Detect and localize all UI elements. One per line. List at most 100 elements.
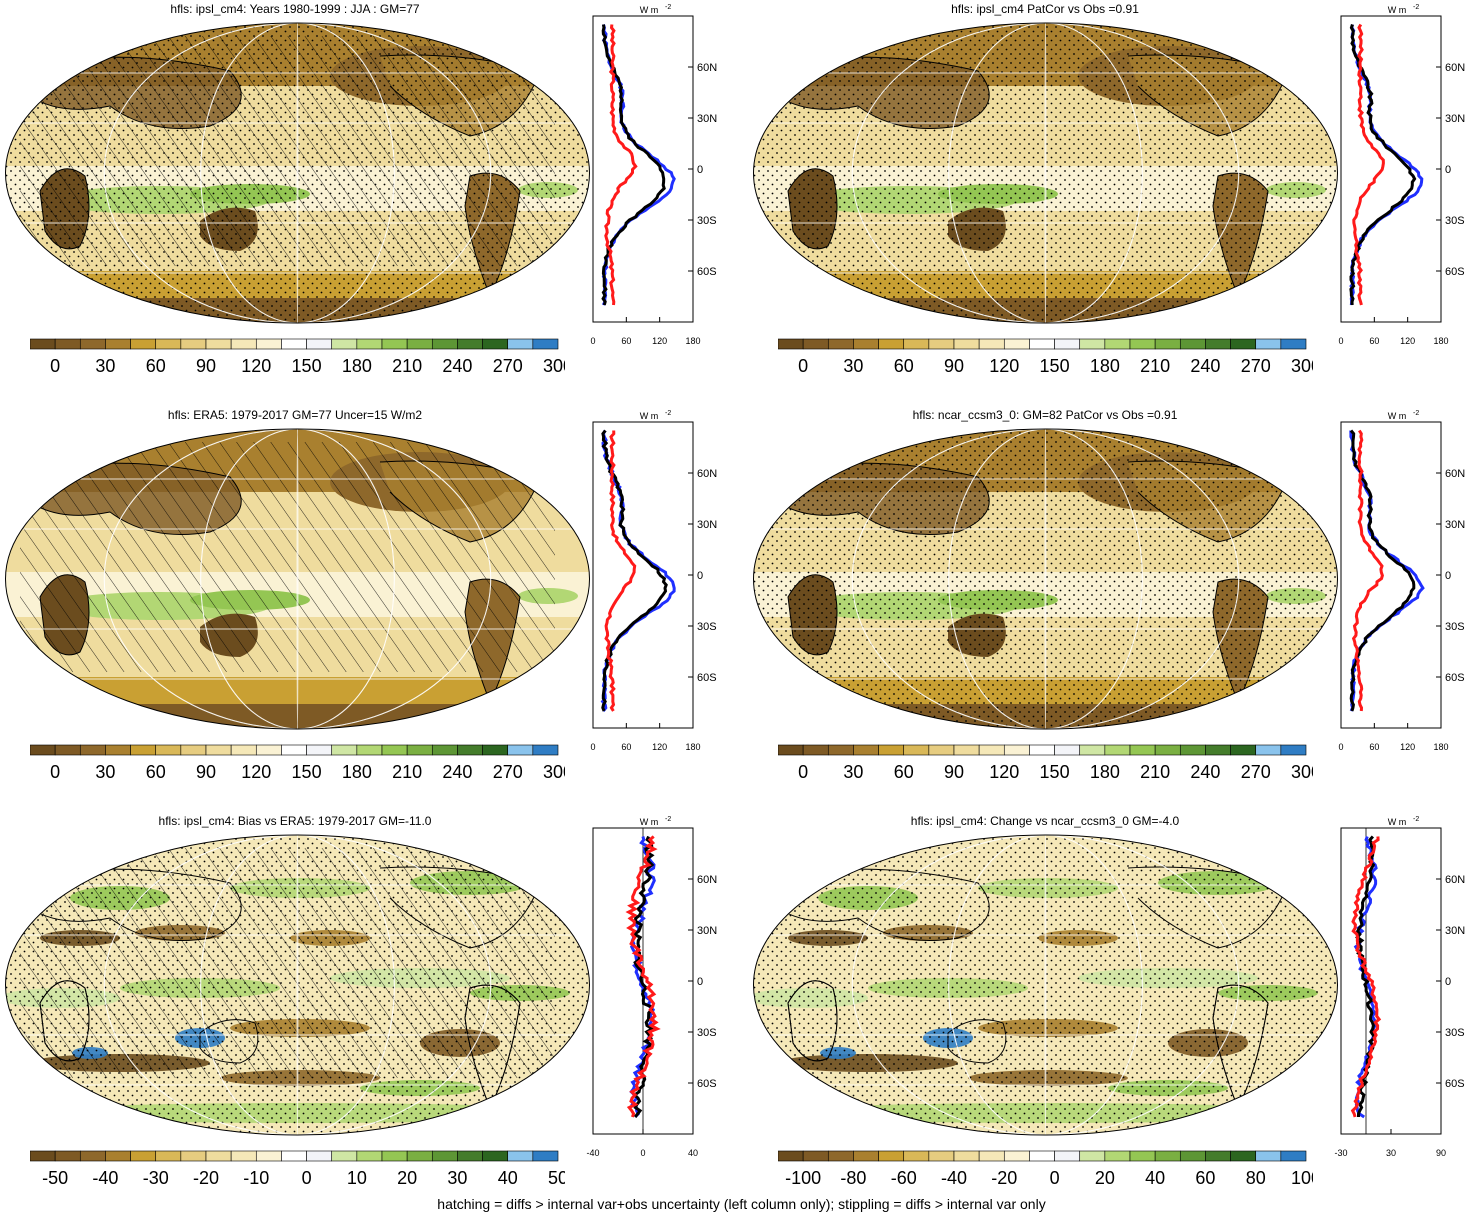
colorbar-label: 180	[342, 356, 372, 376]
colorbar-swatch	[180, 338, 207, 350]
colorbar-swatch	[978, 744, 1005, 756]
lat-tick-label: 60S	[1445, 672, 1465, 684]
lat-tick-label: 30S	[1445, 215, 1465, 227]
colorbar-3: 0 30 60 90 120 150 180 210 240 270 300	[30, 744, 565, 782]
zonal-unit-label: W m	[1388, 411, 1407, 421]
colorbar-label: 90	[944, 356, 964, 376]
colorbar-label: 240	[1190, 762, 1220, 782]
colorbar-swatch	[281, 744, 307, 756]
panel-title-4: hfls: ncar_ccsm3_0: GM=82 PatCor vs Obs …	[912, 408, 1178, 422]
colorbar-label: 150	[292, 762, 322, 782]
colorbar-swatch	[1154, 744, 1181, 756]
colorbar-swatch	[1079, 744, 1106, 756]
x-tick-label: 60	[621, 742, 631, 752]
zonal-mean-plot-5: W m -2 60N 30N 0 30S 60S -40 0 40	[586, 816, 717, 1158]
colorbar-swatch	[105, 744, 131, 756]
colorbar-label: 30	[843, 356, 863, 376]
lat-tick-label: 60S	[1445, 266, 1465, 278]
colorbar-swatch	[802, 744, 829, 756]
colorbar-swatch	[1129, 1150, 1156, 1162]
zonal-unit-label: W m	[640, 5, 659, 15]
colorbar-swatch	[230, 338, 257, 350]
red-zonal-line	[604, 430, 637, 712]
colorbar-swatch	[853, 338, 879, 350]
colorbar-swatch	[381, 1150, 408, 1162]
colorbar-label: 40	[1145, 1168, 1165, 1188]
colorbar-swatch	[507, 744, 534, 756]
colorbar-label: -40	[941, 1168, 967, 1188]
colorbar-swatch	[1230, 1150, 1257, 1162]
x-tick-label: 0	[590, 336, 595, 346]
map-panel-6	[753, 834, 1338, 1136]
colorbar-swatch	[431, 744, 458, 756]
colorbar-swatch	[928, 1150, 955, 1162]
longitude-gridline	[948, 429, 1143, 729]
colorbar-label: 90	[196, 356, 216, 376]
zonal-mean-plot-2: W m -2 60N 30N 0 30S 60S 0 60 120 180	[1338, 4, 1465, 346]
map-border	[753, 834, 1338, 1136]
colorbar-swatch	[1054, 338, 1081, 350]
colorbar-label: 0	[798, 356, 808, 376]
colorbar-swatch	[431, 1150, 458, 1162]
x-tick-label: 180	[1433, 742, 1448, 752]
x-tick-label: 120	[652, 336, 667, 346]
zonal-plot-frame	[592, 15, 694, 323]
red-zonal-line	[1352, 23, 1385, 306]
colorbar-swatch	[356, 744, 383, 756]
colorbar-label: -20	[991, 1168, 1017, 1188]
colorbar-swatch	[457, 744, 483, 756]
colorbar-swatch	[507, 338, 534, 350]
lat-tick-label: 0	[1445, 164, 1451, 176]
lat-tick-label: 30N	[1445, 519, 1465, 531]
colorbar-swatch	[431, 338, 458, 350]
colorbar-swatch	[778, 744, 804, 756]
longitude-gridline	[296, 23, 299, 323]
colorbar-swatch	[255, 338, 282, 350]
map-panel-4	[753, 428, 1338, 730]
longitude-gridline	[200, 23, 395, 323]
colorbar-label: 150	[292, 356, 322, 376]
colorbar-swatch	[130, 744, 157, 756]
map-border	[5, 22, 590, 324]
colorbar-5: -50 -40 -30 -20 -10 0 10 20 30 40 50	[30, 1150, 565, 1188]
panel-title-2: hfls: ipsl_cm4 PatCor vs Obs =0.91	[951, 2, 1139, 16]
colorbar-swatch	[180, 744, 207, 756]
colorbar-label: 30	[95, 762, 115, 782]
colorbar-swatch	[1230, 338, 1257, 350]
map-panel-2	[753, 22, 1338, 324]
panel-title-3: hfls: ERA5: 1979-2017 GM=77 Uncer=15 W/m…	[167, 408, 423, 422]
x-tick-label: 60	[1369, 742, 1379, 752]
colorbar-swatch	[827, 744, 854, 756]
colorbar-swatch	[953, 1150, 980, 1162]
colorbar-swatch	[1205, 744, 1231, 756]
colorbar-swatch	[1255, 338, 1282, 350]
colorbar-label: -20	[193, 1168, 219, 1188]
lat-tick-label: 30S	[1445, 621, 1465, 633]
longitude-gridline	[103, 429, 492, 729]
lat-tick-label: 30N	[697, 113, 717, 125]
colorbar-label: 300	[543, 356, 565, 376]
colorbar-label: 240	[442, 356, 472, 376]
colorbar-swatch	[1129, 744, 1156, 756]
colorbar-swatch	[1029, 744, 1055, 756]
colorbar-swatch	[155, 1150, 182, 1162]
colorbar-swatch	[205, 744, 232, 756]
lat-tick-label: 30N	[1445, 113, 1465, 125]
lat-tick-label: 60N	[1445, 874, 1465, 886]
colorbar-swatch	[1205, 338, 1231, 350]
colorbar-label: 60	[894, 762, 914, 782]
colorbar-label: 30	[447, 1168, 467, 1188]
colorbar-swatch	[281, 338, 307, 350]
colorbar-label: 150	[1040, 762, 1070, 782]
colorbar-swatch	[802, 1150, 829, 1162]
colorbar-swatch	[1154, 1150, 1181, 1162]
colorbar-swatch	[79, 1150, 106, 1162]
colorbar-label: 60	[146, 356, 166, 376]
colorbar-swatch	[1205, 1150, 1231, 1162]
colorbar-label: 210	[1140, 762, 1170, 782]
colorbar-swatch	[507, 1150, 534, 1162]
colorbar-swatch	[878, 338, 905, 350]
map-panel-1	[5, 22, 590, 324]
lat-tick-label: 0	[1445, 976, 1451, 988]
colorbar-label: 300	[1291, 762, 1313, 782]
